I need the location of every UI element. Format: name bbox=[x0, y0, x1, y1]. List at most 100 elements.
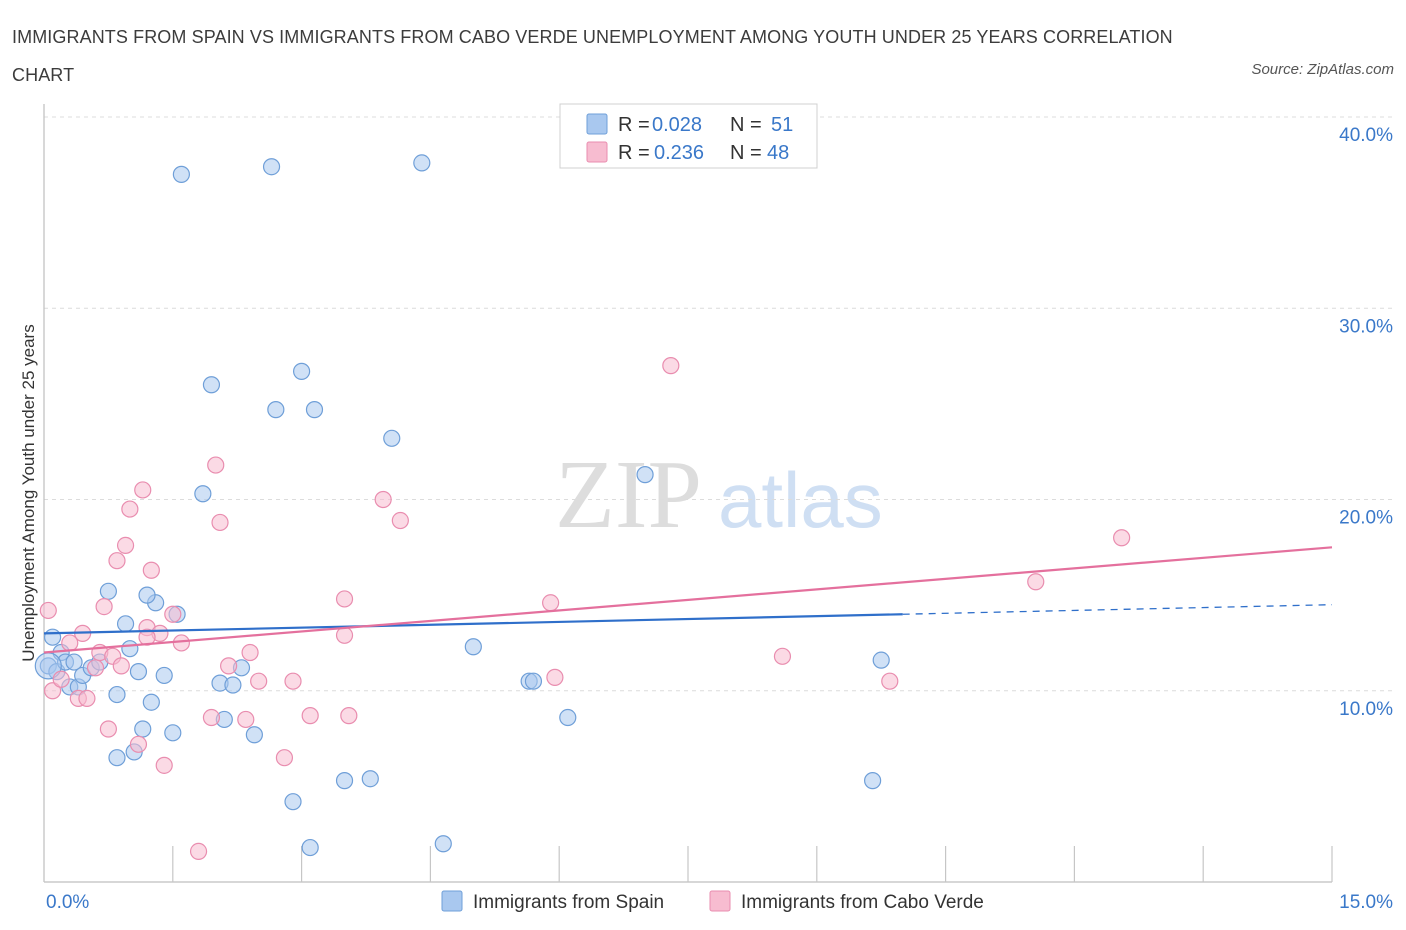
spain-points bbox=[34, 154, 890, 857]
spain-point-50 bbox=[361, 770, 379, 788]
spain-point-49 bbox=[413, 154, 431, 172]
spain-point-15 bbox=[129, 663, 148, 681]
spain-point-43 bbox=[224, 676, 242, 694]
cabo-point-27 bbox=[211, 513, 229, 532]
cabo-point-43 bbox=[773, 647, 792, 665]
gridlines bbox=[44, 116, 1392, 692]
cabo-point-40 bbox=[542, 594, 560, 612]
spain-point-30 bbox=[293, 362, 311, 380]
cabo-point-31 bbox=[250, 672, 268, 690]
spain-point-41 bbox=[108, 749, 126, 767]
cabo-point-24 bbox=[189, 842, 208, 861]
spain-point-38 bbox=[636, 466, 654, 484]
cabo-point-10 bbox=[99, 720, 118, 738]
bottom-legend-swatch-cabo bbox=[709, 890, 731, 912]
cabo-point-14 bbox=[116, 536, 135, 555]
y-tick-label-2: 30.0% bbox=[1339, 316, 1393, 337]
cabo-point-38 bbox=[374, 490, 392, 509]
spain-point-47 bbox=[172, 165, 190, 183]
spain-point-40 bbox=[864, 772, 882, 790]
bottom-legend-cabo: Immigrants from Cabo Verde bbox=[741, 892, 984, 913]
series-legend: Immigrants from Spain Immigrants from Ca… bbox=[441, 890, 984, 913]
spain-point-22 bbox=[194, 485, 212, 503]
cabo-point-15 bbox=[121, 500, 139, 518]
spain-point-46 bbox=[434, 835, 452, 853]
spain-point-34 bbox=[464, 638, 482, 656]
spain-point-32 bbox=[335, 772, 354, 790]
spain-point-20 bbox=[164, 724, 182, 742]
legend-n-value-spain: 51 bbox=[771, 114, 793, 136]
cabo-point-32 bbox=[275, 749, 294, 767]
y-tick-labels: 10.0% 20.0% 30.0% 40.0% bbox=[1339, 125, 1393, 720]
cabo-point-45 bbox=[1027, 573, 1045, 591]
spain-point-37 bbox=[559, 708, 577, 727]
spain-point-14 bbox=[121, 640, 139, 658]
cabo-point-25 bbox=[202, 708, 221, 727]
legend-n-value-cabo: 48 bbox=[767, 142, 789, 164]
y-tick-label-1: 20.0% bbox=[1339, 508, 1393, 529]
legend-r-label-cabo: R = bbox=[618, 142, 650, 164]
legend-r-value-cabo: 0.236 bbox=[654, 142, 704, 164]
y-axis-label: Unemployment Among Youth under 25 years bbox=[19, 324, 38, 661]
cabo-point-39 bbox=[391, 511, 409, 530]
cabo-point-17 bbox=[134, 481, 152, 499]
spain-point-17 bbox=[142, 693, 160, 711]
spain-point-6 bbox=[65, 653, 83, 671]
bottom-legend-spain: Immigrants from Spain bbox=[473, 892, 664, 913]
cabo-point-47 bbox=[138, 628, 156, 646]
cabo-point-1 bbox=[43, 682, 62, 700]
source-credit: Source: ZipAtlas.com bbox=[1251, 61, 1394, 78]
spain-trend-extension bbox=[902, 604, 1333, 615]
y-tick-label-3: 40.0% bbox=[1339, 125, 1393, 146]
cabo-point-42 bbox=[662, 357, 680, 375]
cabo-trend-line bbox=[43, 546, 1333, 654]
cabo-point-37 bbox=[335, 590, 354, 608]
spain-point-29 bbox=[284, 793, 302, 811]
spain-point-19 bbox=[155, 666, 173, 685]
chart-title: IMMIGRANTS FROM SPAIN VS IMMIGRANTS FROM… bbox=[12, 27, 1173, 85]
spain-point-23 bbox=[202, 376, 221, 394]
x-axis-ticks bbox=[43, 846, 1333, 882]
cabo-point-0 bbox=[39, 601, 57, 620]
spain-point-12 bbox=[108, 685, 126, 704]
legend-n-label-spain: N = bbox=[730, 114, 762, 136]
spain-point-27 bbox=[245, 726, 263, 744]
x-tick-labels: 0.0% 15.0% bbox=[46, 892, 1393, 913]
legend-swatch-cabo bbox=[586, 141, 608, 163]
cabo-point-19 bbox=[142, 561, 160, 579]
legend-r-value-spain: 0.028 bbox=[652, 114, 702, 136]
y-tick-label-0: 10.0% bbox=[1339, 699, 1393, 720]
trend-lines bbox=[43, 546, 1333, 654]
cabo-point-12 bbox=[108, 552, 126, 570]
spain-point-48 bbox=[262, 158, 281, 176]
spain-point-44 bbox=[301, 838, 319, 857]
cabo-point-28 bbox=[220, 657, 238, 675]
spain-point-11 bbox=[99, 582, 118, 600]
cabo-point-36 bbox=[340, 707, 358, 725]
cabo-point-2 bbox=[52, 670, 70, 688]
cabo-point-21 bbox=[155, 756, 173, 774]
spain-trend-line bbox=[43, 613, 903, 635]
correlation-legend: R = 0.028 N = 51 R = 0.236 N = 48 bbox=[559, 103, 818, 169]
cabo-point-34 bbox=[301, 707, 319, 725]
cabo-point-41 bbox=[546, 668, 564, 686]
cabo-point-30 bbox=[241, 643, 259, 662]
legend-swatch-spain bbox=[586, 113, 608, 135]
spain-point-16 bbox=[134, 720, 152, 738]
cabo-point-6 bbox=[78, 689, 96, 708]
cabo-point-46 bbox=[1113, 529, 1131, 547]
cabo-point-13 bbox=[112, 657, 130, 675]
cabo-point-9 bbox=[95, 597, 113, 616]
cabo-point-33 bbox=[284, 672, 302, 690]
cabo-point-44 bbox=[881, 672, 899, 690]
cabo-point-7 bbox=[86, 659, 105, 677]
cabo-point-22 bbox=[164, 605, 182, 623]
legend-r-label-spain: R = bbox=[618, 114, 650, 136]
legend-n-label-cabo: N = bbox=[730, 142, 762, 164]
x-tick-label-1: 15.0% bbox=[1339, 892, 1393, 913]
x-tick-label-0: 0.0% bbox=[46, 892, 89, 913]
spain-point-36 bbox=[524, 672, 543, 690]
spain-point-45 bbox=[138, 586, 156, 604]
cabo-point-29 bbox=[237, 710, 255, 729]
cabo-verde-points bbox=[39, 357, 1131, 861]
